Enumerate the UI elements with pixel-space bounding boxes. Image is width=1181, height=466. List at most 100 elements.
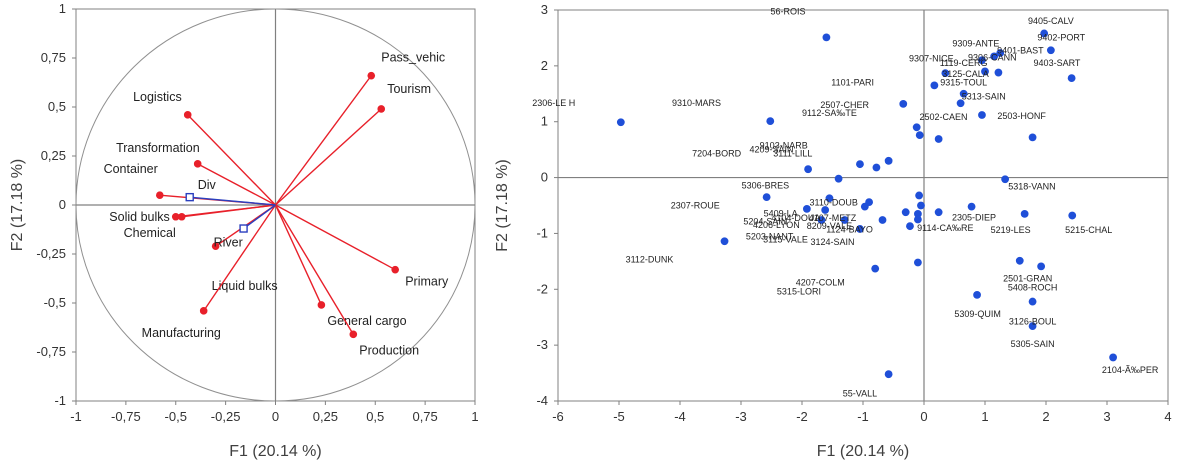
- observation-label: 3111-LILL: [773, 148, 812, 158]
- observation-point: [1028, 322, 1037, 331]
- observation-label: 4209-SAIN: [749, 144, 793, 154]
- x-axis-title: F1 (20.14 %): [817, 443, 909, 460]
- observation-point: [825, 194, 834, 203]
- observation-point: [872, 163, 881, 172]
- y-tick-label: 0,25: [41, 148, 66, 163]
- observation-point: [994, 68, 1003, 77]
- observation-label: 2307-ROUE: [671, 200, 720, 210]
- x-tick-label: -2: [796, 409, 808, 424]
- label-container: Container: [104, 162, 158, 176]
- label-solid-bulks: Solid bulks: [109, 210, 169, 224]
- x-tick-label: -5: [613, 409, 625, 424]
- y-tick-label: -0,75: [36, 344, 66, 359]
- observation-point: [1040, 29, 1049, 38]
- x-axis-title: F1 (20.14 %): [229, 443, 321, 460]
- observation-point: [1068, 211, 1077, 220]
- observation-point: [821, 206, 830, 214]
- observation-point: [967, 202, 976, 211]
- y-axis-title: F2 (17.18 %): [9, 159, 26, 251]
- point-solid-bulks: [171, 212, 180, 221]
- observation-point: [912, 123, 921, 132]
- observation-point: [1037, 262, 1046, 271]
- point-river: [239, 224, 248, 233]
- x-tick-label: -3: [735, 409, 747, 424]
- vector-primary: [275, 204, 396, 271]
- y-tick-label: 0: [541, 170, 548, 185]
- x-tick-label: -0,75: [111, 409, 141, 424]
- observation-point: [884, 156, 893, 165]
- observation-point: [840, 216, 849, 224]
- observation-label: 9103-NARB: [760, 141, 808, 151]
- observation-label: 9114-CA‰RE: [917, 223, 973, 233]
- observation-label: 3126-BOUL: [1009, 316, 1057, 326]
- observation-label: 9402-PORT: [1037, 33, 1085, 43]
- observation-label: 4207-COLM: [796, 277, 845, 287]
- observation-label: 2507-CHER: [820, 100, 869, 110]
- x-tick-label: -1: [857, 409, 869, 424]
- point-logistics: [183, 111, 192, 119]
- observation-label: 5313-SAIN: [962, 91, 1006, 101]
- observation-point: [856, 225, 864, 233]
- x-tick-label: 0,75: [412, 409, 437, 424]
- observation-label: 5306-BRES: [742, 181, 790, 191]
- label-primary: Primary: [405, 275, 449, 289]
- y-tick-label: -1: [536, 225, 548, 240]
- observation-point: [915, 131, 924, 140]
- observation-point: [917, 201, 925, 210]
- observation-point: [978, 56, 986, 65]
- observation-point: [1015, 256, 1024, 265]
- x-tick-label: 2: [1042, 409, 1049, 424]
- y-tick-label: -4: [536, 393, 548, 408]
- vector-div: [189, 196, 276, 206]
- label-div: Div: [198, 178, 217, 192]
- observation-point: [1109, 353, 1117, 362]
- y-tick-label: 0,75: [41, 50, 66, 65]
- observation-label: 9112-SA‰TE: [802, 108, 857, 118]
- point-primary: [391, 265, 400, 274]
- label-liquid-bulks: Liquid bulks: [212, 279, 278, 293]
- x-tick-label: -6: [552, 409, 564, 424]
- x-tick-label: 0,5: [366, 409, 384, 424]
- observation-label: 5408-ROCH: [1008, 282, 1058, 292]
- x-tick-label: 4: [1164, 409, 1171, 424]
- observation-label: 2501-GRAN: [1003, 273, 1052, 283]
- observation-label: 5305-SAIN: [1011, 339, 1055, 349]
- observation-label: 4206-LYON: [753, 220, 800, 230]
- vector-chemical: [181, 204, 276, 218]
- observation-label: 5203-NANT: [746, 232, 794, 242]
- x-tick-label: 0: [920, 409, 927, 424]
- observation-label: 5318-VANN: [1008, 181, 1055, 191]
- observation-point: [934, 135, 943, 143]
- point-chemical: [177, 212, 186, 221]
- observation-point: [1028, 297, 1037, 306]
- y-tick-label: -0,5: [44, 295, 66, 310]
- observation-label: 2104-Ã‰PER: [1102, 365, 1159, 375]
- observation-point: [817, 216, 826, 224]
- observation-point: [884, 370, 893, 379]
- observation-label: 1119-CERG: [940, 58, 988, 68]
- x-tick-label: -0,25: [211, 409, 241, 424]
- vector-production: [274, 204, 354, 335]
- observation-point: [804, 165, 812, 174]
- observation-point: [914, 215, 922, 224]
- point-div: [185, 192, 194, 202]
- vector-general-cargo: [274, 204, 323, 306]
- observation-label: 5215-CHAL: [1065, 225, 1112, 235]
- observation-label: 9310-MARS: [672, 98, 721, 108]
- label-tourism: Tourism: [387, 82, 431, 96]
- observation-label: 9309-ANTE: [952, 38, 999, 48]
- observation-label: 9405-CALV: [1028, 16, 1074, 26]
- observation-point: [901, 208, 910, 217]
- y-tick-label: 0: [59, 197, 66, 212]
- observation-point: [981, 67, 989, 76]
- vector-manufacturing: [203, 204, 277, 312]
- observation-label: 3115-VALE: [763, 234, 808, 244]
- observation-label: 9307-NICE: [909, 53, 954, 63]
- observation-point: [762, 193, 771, 202]
- x-tick-label: -4: [674, 409, 686, 424]
- observation-label: 4107-METZ: [809, 213, 857, 223]
- observation-point: [915, 191, 924, 200]
- observation-point: [914, 209, 922, 218]
- y-tick-label: -1: [54, 393, 66, 408]
- point-tourism: [377, 105, 386, 113]
